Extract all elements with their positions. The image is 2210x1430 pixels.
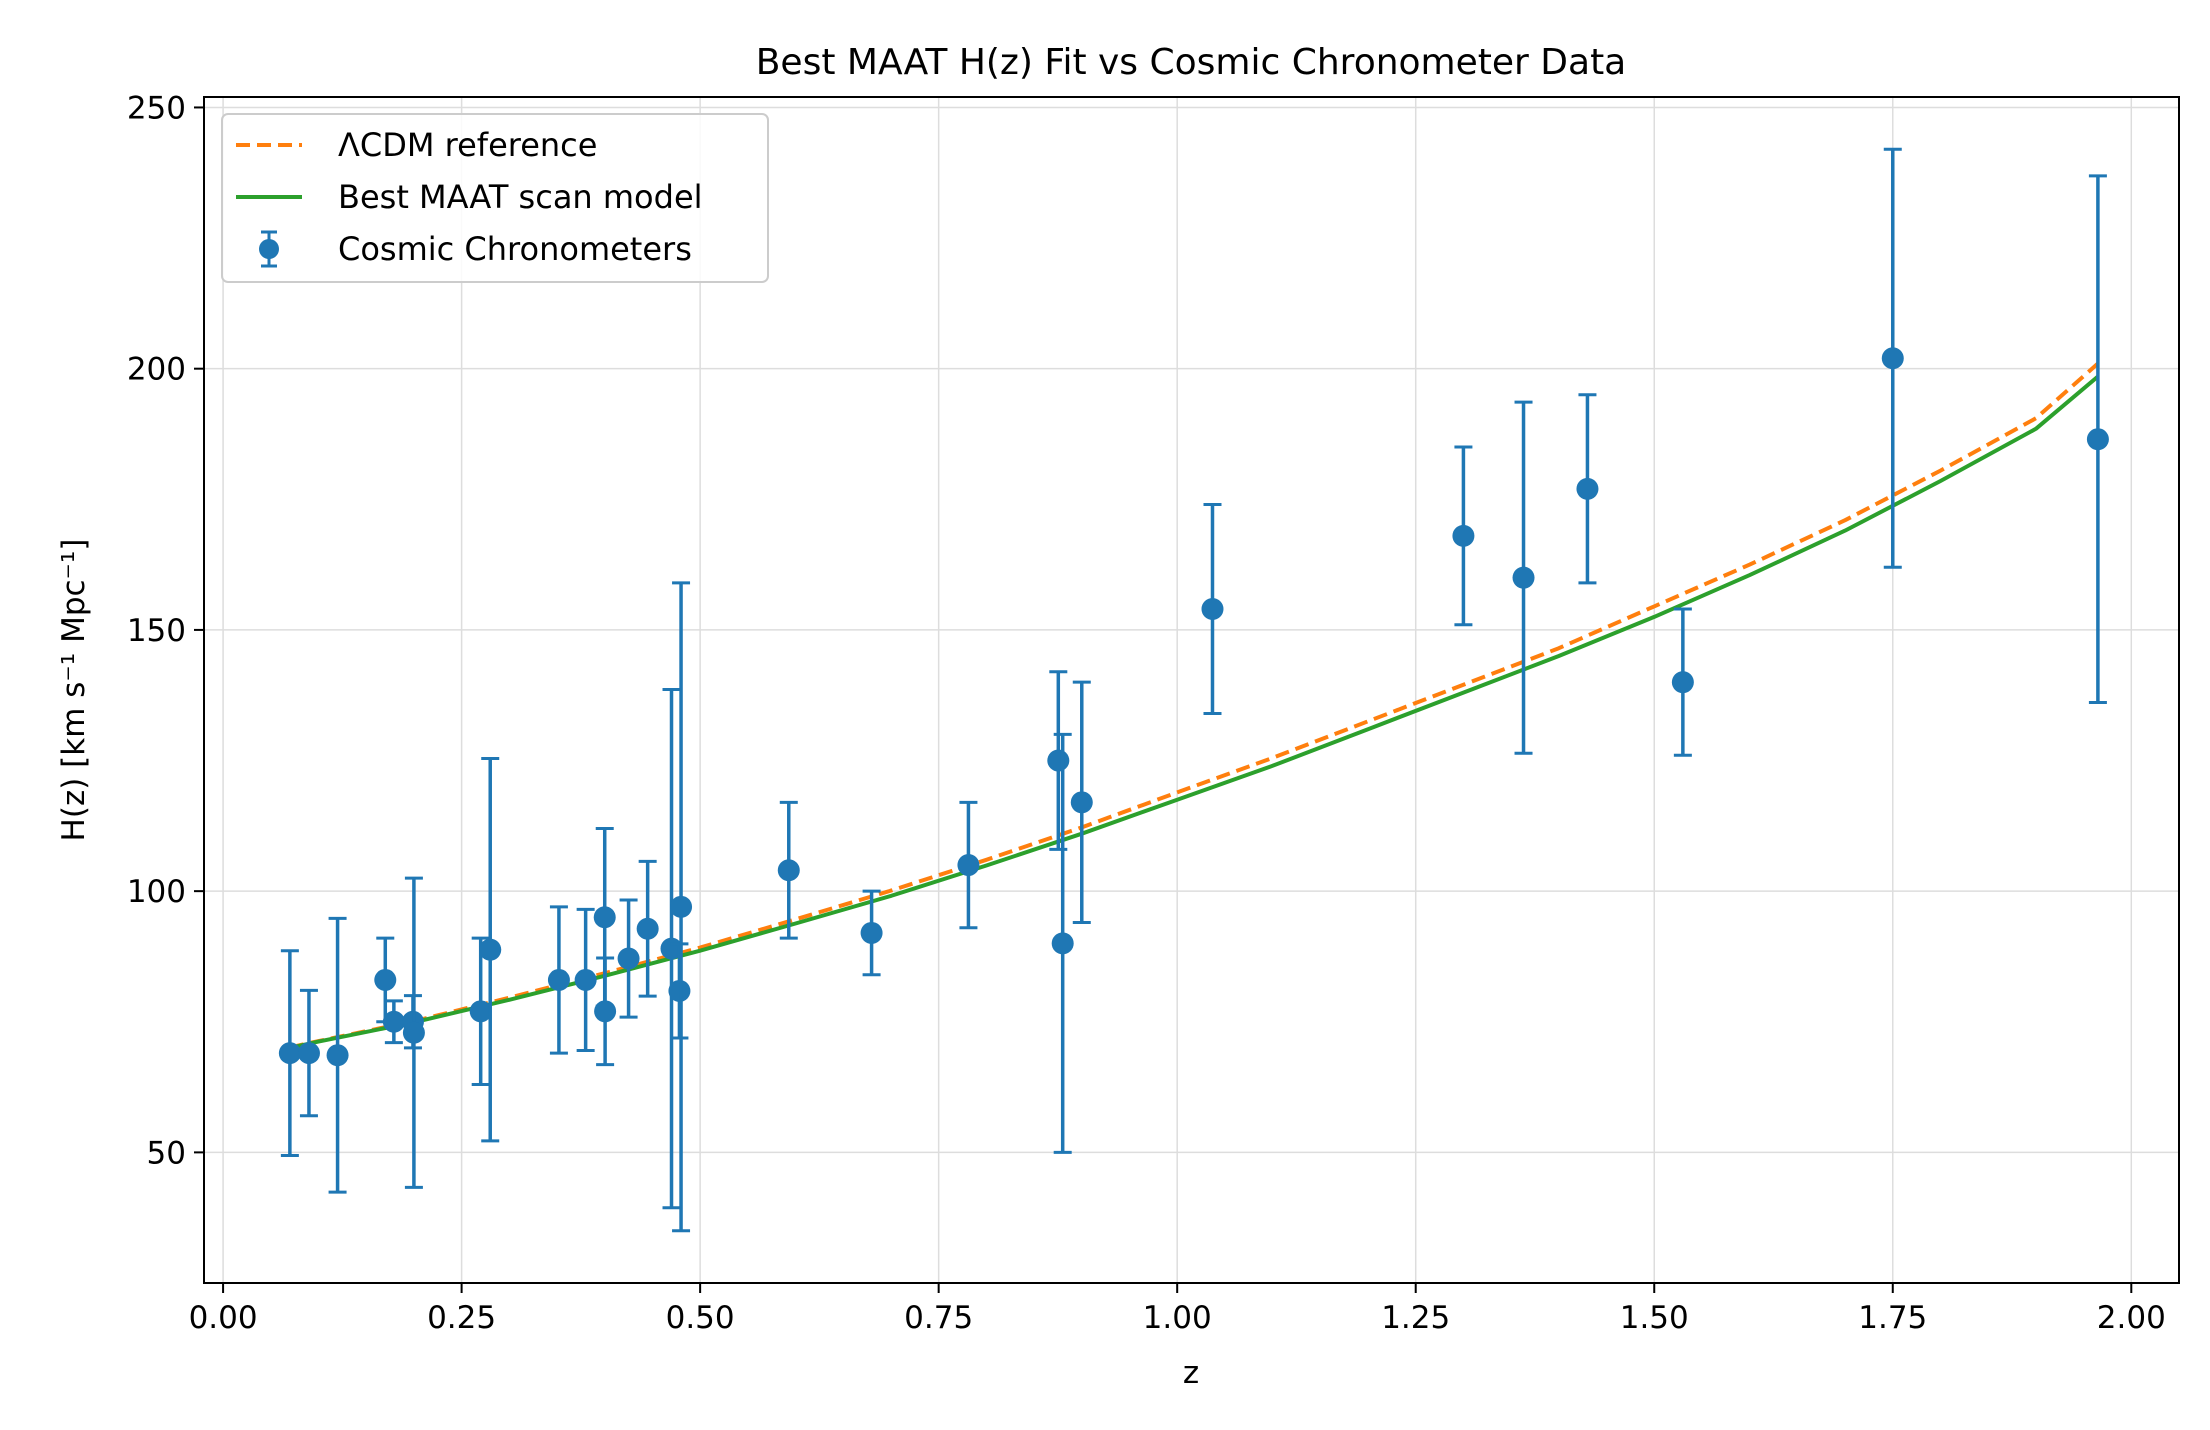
data-point [1051,732,1074,1154]
legend: ΛCDM reference Best MAAT scan model Cosm… [221,113,769,283]
data-point [547,905,570,1055]
x-tick-label: 0.00 [189,1300,258,1336]
legend-box [221,113,769,283]
data-marker [1576,477,1599,500]
x-tick-label: 2.00 [2097,1300,2166,1336]
data-marker [326,1044,349,1067]
data-point [278,949,301,1158]
data-marker [1047,749,1070,772]
data-point [594,956,617,1067]
data-point [1881,147,1904,569]
data-point [957,800,980,930]
data-point [479,756,502,1143]
data-marker [278,1042,301,1065]
data-marker [574,968,597,991]
data-point [860,889,883,977]
y-tick-label: 150 [127,613,186,649]
data-marker [297,1042,320,1065]
y-tick-label: 100 [127,874,186,910]
data-point [1512,400,1535,755]
data-point [2086,174,2109,705]
data-point [777,800,800,940]
data-point [297,988,320,1118]
y-tick-label: 200 [127,352,186,388]
x-tick-label: 0.75 [904,1300,973,1336]
data-point [670,581,693,1233]
data-marker [617,947,640,970]
legend-maat-label: Best MAAT scan model [338,178,703,216]
data-marker [1512,566,1535,589]
data-point [402,876,425,1189]
data-marker [636,917,659,940]
data-marker [469,1000,492,1023]
data-marker [374,968,397,991]
legend-data-swatch [259,230,279,268]
data-marker [777,859,800,882]
data-marker [594,1000,617,1023]
y-tick-label: 50 [147,1135,186,1171]
data-point [326,916,349,1194]
x-tick-label: 1.50 [1620,1300,1689,1336]
legend-lcdm-label: ΛCDM reference [338,126,597,164]
data-point [382,999,405,1045]
series-line-best-maat-scan-model [289,374,2100,1050]
x-tick-label: 1.00 [1143,1300,1212,1336]
data-point [1576,393,1599,585]
data-point [574,907,597,1053]
x-tick-label: 0.25 [427,1300,496,1336]
x-tick-label: 1.25 [1381,1300,1450,1336]
data-marker [1070,791,1093,814]
data-marker [547,968,570,991]
legend-data-label: Cosmic Chronometers [338,230,692,268]
data-marker [2086,428,2109,451]
data-marker [1671,671,1694,694]
plot-area-frame [203,96,2180,1284]
series-layer [278,147,2109,1233]
x-axis-label: z [1183,1355,1199,1391]
data-marker [382,1010,405,1033]
data-point [1671,607,1694,757]
data-point [1452,445,1475,627]
data-marker [670,895,693,918]
x-tick-label: 1.75 [1858,1300,1927,1336]
data-point [374,936,397,1024]
data-point [1070,680,1093,924]
data-marker [1201,598,1224,621]
series-line-cdm-reference [289,362,2100,1050]
chart-title: Best MAAT H(z) Fit vs Cosmic Chronometer… [756,42,1627,83]
y-axis-label: H(z) [km s⁻¹ Mpc⁻¹] [56,539,92,842]
data-marker [1881,347,1904,370]
data-point [617,898,640,1019]
data-marker [1452,524,1475,547]
data-point [660,687,683,1210]
data-marker [1051,932,1074,955]
x-tick-label: 0.50 [666,1300,735,1336]
data-marker [860,921,883,944]
data-marker [593,906,616,929]
y-axis-ticks: 50 100 150 200 250 [127,90,204,1171]
data-marker [402,1021,425,1044]
data-marker [957,854,980,877]
data-marker [479,938,502,961]
data-point [469,936,492,1086]
x-axis-ticks: 0.00 0.25 0.50 0.75 1.00 1.25 1.50 1.75 2.00 [189,1283,2166,1336]
data-point [636,859,659,998]
y-tick-label: 250 [127,90,186,126]
data-point [1201,503,1224,716]
